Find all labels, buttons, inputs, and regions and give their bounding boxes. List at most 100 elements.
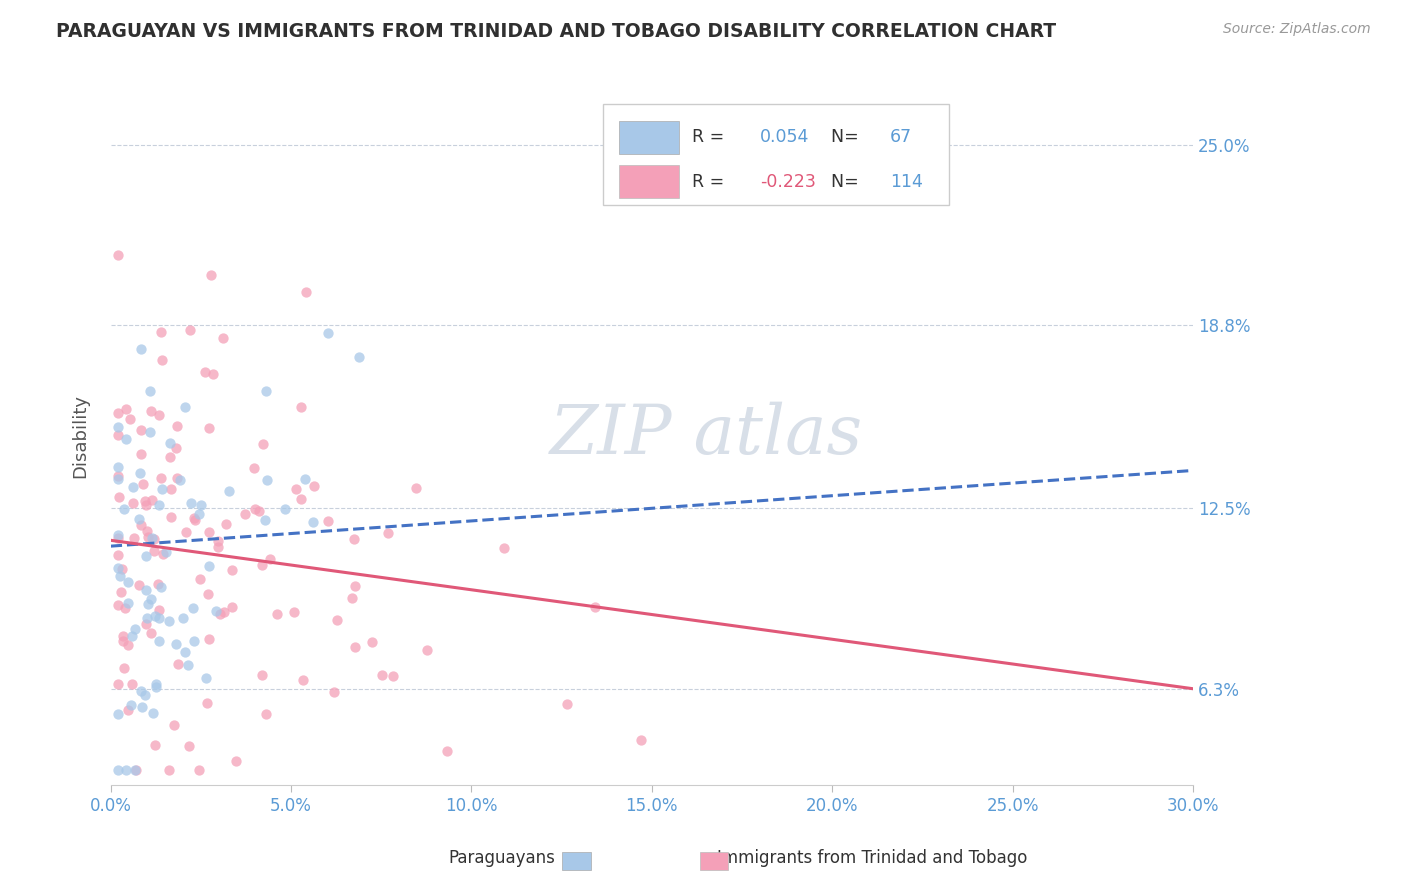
Point bbox=[247, 503, 270, 517]
Point bbox=[326, 613, 349, 627]
Point bbox=[361, 634, 384, 648]
Point bbox=[290, 492, 312, 507]
Point bbox=[290, 401, 312, 415]
Point bbox=[155, 545, 177, 559]
Point bbox=[107, 406, 129, 420]
Point bbox=[132, 476, 155, 491]
Point bbox=[318, 326, 340, 341]
Point bbox=[131, 700, 153, 714]
Point bbox=[141, 493, 163, 508]
Point bbox=[214, 605, 236, 619]
Point bbox=[129, 342, 152, 356]
Point bbox=[117, 574, 139, 589]
Point bbox=[174, 525, 197, 540]
Point bbox=[136, 524, 159, 538]
Point bbox=[129, 518, 152, 533]
Point bbox=[254, 706, 277, 721]
Point bbox=[200, 268, 222, 283]
Point bbox=[135, 498, 157, 512]
Point bbox=[157, 614, 180, 628]
Point bbox=[128, 578, 150, 592]
Point bbox=[157, 763, 180, 777]
Point bbox=[343, 532, 366, 546]
Point bbox=[221, 600, 243, 615]
Point bbox=[405, 481, 427, 495]
Point bbox=[181, 600, 204, 615]
Point bbox=[347, 350, 370, 364]
Text: R =: R = bbox=[692, 128, 730, 146]
Point bbox=[121, 677, 143, 691]
Point bbox=[163, 718, 186, 732]
Point bbox=[148, 633, 170, 648]
Point bbox=[322, 685, 344, 699]
Text: Source: ZipAtlas.com: Source: ZipAtlas.com bbox=[1223, 22, 1371, 37]
Point bbox=[291, 673, 314, 687]
Point bbox=[107, 247, 129, 261]
Point bbox=[129, 466, 152, 480]
Text: N=: N= bbox=[820, 128, 863, 146]
Point bbox=[218, 483, 240, 498]
Point bbox=[146, 577, 169, 591]
Point bbox=[382, 669, 405, 683]
Point bbox=[253, 512, 276, 526]
Point bbox=[139, 384, 162, 398]
Point bbox=[128, 512, 150, 526]
Point bbox=[183, 633, 205, 648]
Text: 67: 67 bbox=[890, 128, 912, 146]
Point bbox=[107, 490, 129, 504]
Point bbox=[141, 531, 163, 545]
Point bbox=[114, 432, 136, 446]
Point bbox=[107, 549, 129, 563]
Point bbox=[344, 640, 367, 655]
Point bbox=[165, 637, 187, 651]
Point bbox=[108, 568, 131, 582]
Point bbox=[273, 502, 295, 516]
Point bbox=[107, 676, 129, 690]
Point bbox=[107, 706, 129, 721]
Point bbox=[252, 437, 274, 451]
Point bbox=[177, 658, 200, 673]
Point bbox=[139, 425, 162, 440]
Point bbox=[149, 471, 172, 485]
Point bbox=[124, 763, 146, 777]
Point bbox=[117, 639, 139, 653]
Point bbox=[134, 688, 156, 702]
Point bbox=[197, 524, 219, 539]
Point bbox=[135, 610, 157, 624]
Point bbox=[221, 563, 243, 577]
Text: N=: N= bbox=[820, 173, 863, 191]
Point bbox=[107, 469, 129, 483]
Point bbox=[188, 763, 211, 777]
Point bbox=[118, 411, 141, 425]
Point bbox=[152, 482, 174, 496]
Point bbox=[256, 474, 278, 488]
Point bbox=[190, 499, 212, 513]
Point bbox=[135, 617, 157, 632]
Point bbox=[160, 483, 183, 497]
Point bbox=[136, 597, 159, 611]
Point bbox=[225, 754, 247, 768]
Point bbox=[198, 558, 221, 573]
Point bbox=[242, 460, 264, 475]
Point bbox=[148, 498, 170, 512]
Point bbox=[124, 622, 146, 636]
Point bbox=[139, 404, 162, 418]
Point bbox=[107, 763, 129, 777]
Text: Immigrants from Trinidad and Tobago: Immigrants from Trinidad and Tobago bbox=[717, 849, 1028, 867]
Point bbox=[142, 706, 165, 721]
Point bbox=[135, 582, 157, 597]
Point bbox=[250, 667, 273, 681]
Point bbox=[121, 480, 143, 494]
Point bbox=[142, 532, 165, 546]
Point bbox=[125, 763, 148, 777]
Point bbox=[145, 677, 167, 691]
Point bbox=[143, 544, 166, 558]
Point bbox=[340, 591, 363, 605]
Point bbox=[283, 605, 305, 619]
Point bbox=[201, 368, 224, 382]
Text: 114: 114 bbox=[890, 173, 922, 191]
Point bbox=[117, 703, 139, 717]
Point bbox=[173, 645, 195, 659]
Point bbox=[198, 421, 221, 435]
Point bbox=[107, 420, 129, 434]
